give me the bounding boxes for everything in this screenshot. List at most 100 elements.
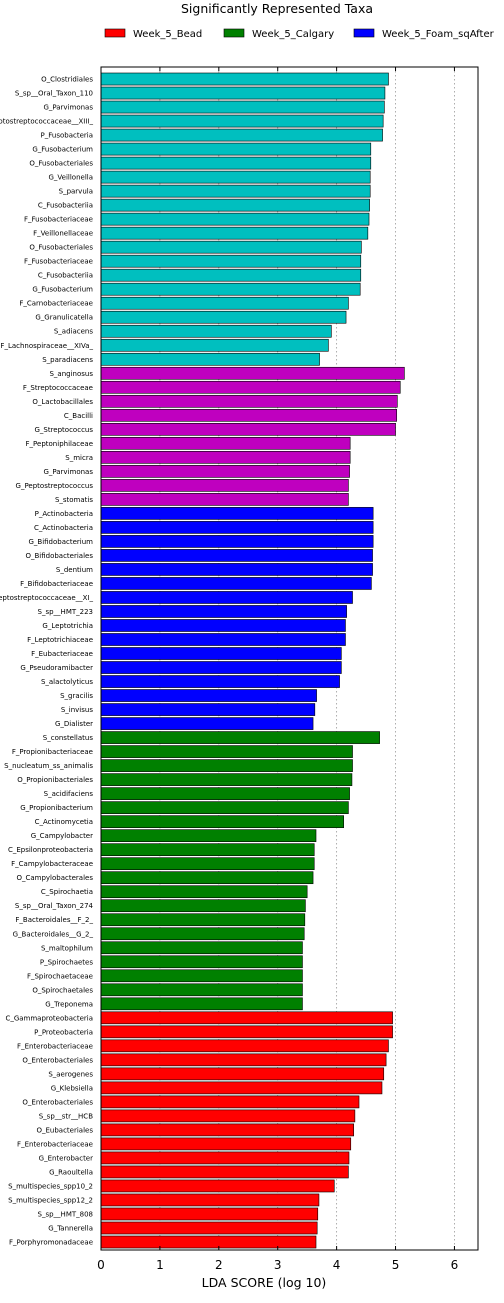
bar-label-43: S_alactolyticus	[41, 678, 93, 686]
bar-label-15: G_Fusobacterium	[32, 286, 93, 294]
bar-45	[100, 703, 316, 716]
bar-label-46: G_Dialister	[55, 720, 93, 728]
bar-label-31: P_Actinobacteria	[35, 510, 93, 518]
bar-label-54: G_Campylobacter	[31, 832, 93, 840]
bar-label-70: O_Enterobacteriales	[22, 1056, 93, 1064]
bar-label-78: G_Raoultella	[49, 1168, 93, 1176]
bar-label-52: G_Propionibacterium	[20, 804, 93, 812]
bar-label-32: C_Actinobacteria	[34, 524, 93, 532]
bar-39	[100, 619, 346, 632]
bar-53	[100, 815, 344, 828]
bar-label-77: G_Enterobacter	[39, 1154, 93, 1162]
bar-label-21: S_anginosus	[49, 370, 93, 378]
bar-label-64: F_Spirochaetaceae	[27, 972, 93, 980]
bar-label-11: F_Veillonellaceae	[33, 230, 93, 238]
bar-49	[100, 759, 353, 772]
bar-label-12: O_Fusobacteriales	[29, 244, 93, 252]
bar-label-49: S_nucleatum_ss_animalis	[4, 762, 93, 770]
bar-32	[100, 521, 374, 534]
x-tick-label-5: 5	[392, 1258, 400, 1272]
bar-51	[100, 787, 350, 800]
bar-label-38: S_sp__HMT_223	[38, 608, 93, 616]
bar-41	[100, 647, 342, 660]
bar-label-24: C_Bacilli	[64, 412, 93, 420]
bar-label-33: G_Bifidobacterium	[28, 538, 93, 546]
bar-1	[100, 86, 386, 100]
bar-label-48: F_Propionibacteriaceae	[12, 748, 93, 756]
bar-65	[100, 983, 303, 997]
bar-label-10: F_Fusobacteriaceae	[24, 216, 93, 224]
bar-label-50: O_Propionibacteriales	[17, 776, 93, 784]
bar-4	[100, 128, 383, 142]
bar-label-80: S_multispecies_spp12_2	[8, 1196, 93, 1204]
bar-label-83: F_Porphyromonadaceae	[9, 1239, 93, 1247]
bar-16	[100, 296, 349, 310]
bar-label-51: S_acidifaciens	[44, 790, 94, 798]
bar-label-74: S_sp__str__HCB	[39, 1112, 93, 1120]
bar-38	[100, 605, 347, 618]
bar-label-53: C_Actinomycetia	[35, 818, 93, 826]
bar-label-39: G_Leptotrichia	[42, 622, 93, 630]
bar-35	[100, 563, 373, 576]
bar-label-58: C_Spirochaetia	[41, 888, 93, 896]
bar-73	[100, 1095, 360, 1109]
bar-82	[100, 1221, 318, 1235]
bar-47	[100, 731, 380, 744]
bar-30	[100, 493, 349, 506]
bar-56	[100, 857, 315, 871]
bar-52	[100, 801, 349, 814]
legend-swatch-2	[353, 28, 375, 38]
bar-2	[100, 100, 385, 114]
bar-68	[100, 1025, 393, 1039]
bar-17	[100, 310, 347, 324]
bar-23	[100, 394, 398, 408]
bar-77	[100, 1151, 350, 1165]
bar-label-82: G_Tannerella	[48, 1225, 93, 1233]
bar-15	[100, 282, 361, 296]
bar-57	[100, 871, 314, 885]
legend-label-0: Week_5_Bead	[133, 29, 202, 40]
chart-title: Significantly Represented Taxa	[181, 1, 373, 16]
bar-69	[100, 1039, 389, 1053]
bar-40	[100, 633, 346, 646]
x-tick-label-1: 1	[156, 1258, 164, 1272]
bar-label-22: F_Streptococcaceae	[23, 384, 93, 392]
legend-swatch-1	[223, 28, 245, 38]
bar-label-79: S_multispecies_spp10_2	[8, 1182, 93, 1190]
bar-label-18: S_adiacens	[54, 328, 94, 336]
bar-label-34: O_Bifidobacteriales	[25, 552, 93, 560]
bar-label-71: S_aerogenes	[48, 1070, 93, 1078]
bar-label-47: S_constellatus	[43, 734, 94, 742]
bar-label-72: G_Klebsiella	[51, 1084, 93, 1092]
bar-63	[100, 955, 303, 969]
bar-33	[100, 535, 374, 548]
bar-7	[100, 170, 371, 184]
bar-label-56: F_Campylobacteraceae	[11, 860, 93, 868]
bar-66	[100, 997, 303, 1011]
bar-label-4: P_Fusobacteria	[41, 132, 93, 140]
bar-label-28: G_Parvimonas	[43, 468, 93, 476]
bar-label-26: F_Peptoniphilaceae	[26, 440, 93, 448]
y-axis-labels: O_Clostridiales S_sp__Oral_Taxon_110 G_Par…	[0, 76, 94, 1247]
bar-27	[100, 451, 351, 464]
bar-label-36: F_Bifidobacteriaceae	[20, 580, 93, 588]
bar-60	[100, 913, 306, 927]
bar-label-62: S_maltophilum	[41, 944, 93, 952]
bar-22	[100, 380, 401, 394]
bar-label-41: F_Eubacteriaceae	[31, 650, 93, 658]
bar-label-60: F_Bacteroidales__F_2_	[15, 916, 93, 924]
bar-label-81: S_sp__HMT_808	[38, 1210, 93, 1218]
bar-label-35: S_dentium	[56, 566, 93, 574]
bar-label-0: O_Clostridiales	[41, 76, 93, 84]
bar-label-69: F_Enterobacteriaceae	[17, 1042, 93, 1050]
legend-label-2: Week_5_Foam_sqAfter	[382, 29, 495, 40]
bar-label-57: O_Campylobacterales	[16, 874, 93, 882]
x-tick-label-6: 6	[451, 1258, 459, 1272]
bar-79	[100, 1179, 335, 1193]
bars	[100, 72, 405, 1249]
bar-label-63: P_Spirochaetes	[40, 958, 93, 966]
bar-19	[100, 338, 329, 352]
bar-label-40: F_Leptotrichiaceae	[27, 636, 93, 644]
bar-48	[100, 745, 353, 758]
